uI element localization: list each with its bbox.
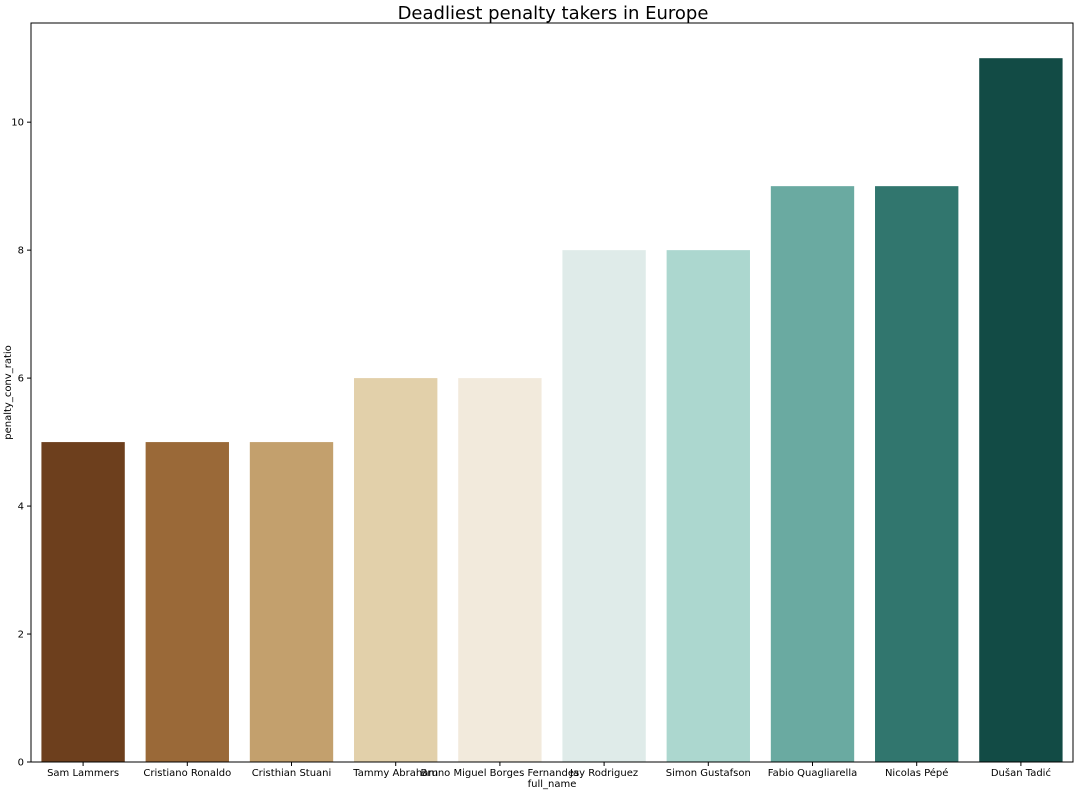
x-tick-label: Jay Rodriguez bbox=[569, 768, 638, 779]
x-tick-label: Tammy Abraham bbox=[352, 768, 438, 779]
y-tick-label: 6 bbox=[18, 374, 24, 385]
bar bbox=[770, 186, 855, 763]
y-axis-label: penalty_conv_ratio bbox=[3, 345, 14, 440]
x-tick-label: Dušan Tadić bbox=[991, 767, 1051, 779]
bar bbox=[145, 442, 229, 762]
bar bbox=[666, 250, 750, 762]
chart-title: Deadliest penalty takers in Europe bbox=[398, 3, 709, 24]
plot-frame bbox=[30, 22, 1074, 763]
x-axis-label: full_name bbox=[528, 779, 577, 790]
x-axis: Sam Lammers Cristiano Ronaldo Cristhian St… bbox=[47, 762, 1051, 779]
x-tick-label: Bruno Miguel Borges Fernandes bbox=[421, 768, 580, 779]
x-tick-label: Cristiano Ronaldo bbox=[143, 768, 231, 779]
y-tick-label: 2 bbox=[18, 630, 24, 641]
y-tick-label: 4 bbox=[18, 502, 24, 513]
bar bbox=[354, 378, 438, 762]
x-tick-label: Cristhian Stuani bbox=[252, 768, 332, 779]
x-tick-label: Nicolas Pépé bbox=[885, 767, 949, 779]
y-axis: 0 2 4 6 8 10 bbox=[11, 118, 31, 769]
x-tick-label: Fabio Quagliarella bbox=[768, 768, 857, 779]
bar bbox=[41, 442, 125, 762]
bars-group bbox=[41, 58, 1063, 763]
bar bbox=[979, 58, 1063, 762]
y-tick-label: 10 bbox=[11, 118, 24, 129]
bar bbox=[562, 250, 646, 762]
y-tick-label: 0 bbox=[18, 758, 24, 769]
bar bbox=[249, 442, 334, 762]
x-tick-label: Sam Lammers bbox=[47, 768, 119, 779]
bar bbox=[458, 378, 542, 762]
y-tick-label: 8 bbox=[18, 246, 24, 257]
bar bbox=[875, 186, 959, 763]
x-tick-label: Simon Gustafson bbox=[666, 768, 751, 779]
